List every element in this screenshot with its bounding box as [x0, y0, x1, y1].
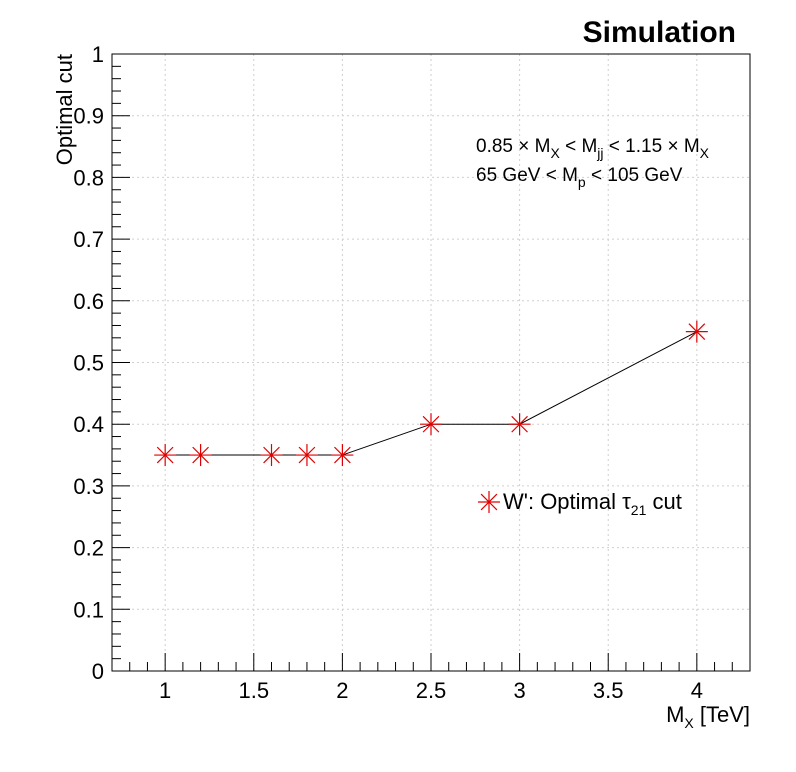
data-point	[154, 444, 177, 467]
x-tick-label: 4	[691, 678, 703, 703]
y-tick-label: 0.3	[73, 474, 104, 499]
y-tick-label: 0.2	[73, 536, 104, 561]
data-point	[508, 413, 531, 436]
x-axis-title: MX​ [TeV]	[666, 702, 750, 731]
x-tick-label: 2	[336, 678, 348, 703]
x-tick-label: 3	[513, 678, 525, 703]
series-line	[165, 331, 698, 456]
data-point	[685, 320, 708, 343]
y-tick-label: 0.5	[73, 351, 104, 376]
annotations: 0.85 × MX​ < Mjj​ < 1.15 × MX​ 65 GeV < M…	[476, 136, 710, 190]
y-tick-label: 0.8	[73, 165, 104, 190]
y-tick-label: 0	[92, 659, 104, 684]
y-axis-title: Optimal cut	[52, 54, 77, 165]
y-tick-label: 0.6	[73, 289, 104, 314]
annotation-text: 0.85 × MX​ < Mjj​ < 1.15 × MX​	[476, 136, 710, 161]
y-tick-label: 0.1	[73, 597, 104, 622]
axis-ticks	[111, 53, 751, 672]
legend-marker	[478, 491, 500, 513]
annotation-text: 65 GeV < Mp​ < 105 GeV	[476, 165, 683, 190]
data-point	[260, 444, 283, 467]
grid	[112, 53, 750, 672]
legend: W': Optimal τ21​ cut	[478, 489, 682, 518]
x-tick-label: 2.5	[416, 678, 447, 703]
y-tick-label: 0.9	[73, 104, 104, 129]
tick-labels: 1 1.5 2 2.5 3 3.5 4 0 0.1 0.2 0.3 0.4 0.5 0.6 0.7 0.8 0.…	[73, 42, 703, 703]
x-tick-label: 1	[159, 678, 171, 703]
y-tick-label: 1	[92, 42, 104, 67]
x-tick-label: 3.5	[593, 678, 624, 703]
x-tick-label: 1.5	[238, 678, 269, 703]
data-point	[331, 444, 354, 467]
data-point	[295, 444, 318, 467]
y-tick-label: 0.7	[73, 227, 104, 252]
series	[154, 320, 708, 467]
legend-label: W': Optimal τ21​ cut	[503, 489, 682, 518]
y-tick-label: 0.4	[73, 412, 104, 437]
data-point	[189, 444, 212, 467]
chart-title: Simulation	[583, 16, 736, 49]
data-point	[420, 413, 442, 436]
